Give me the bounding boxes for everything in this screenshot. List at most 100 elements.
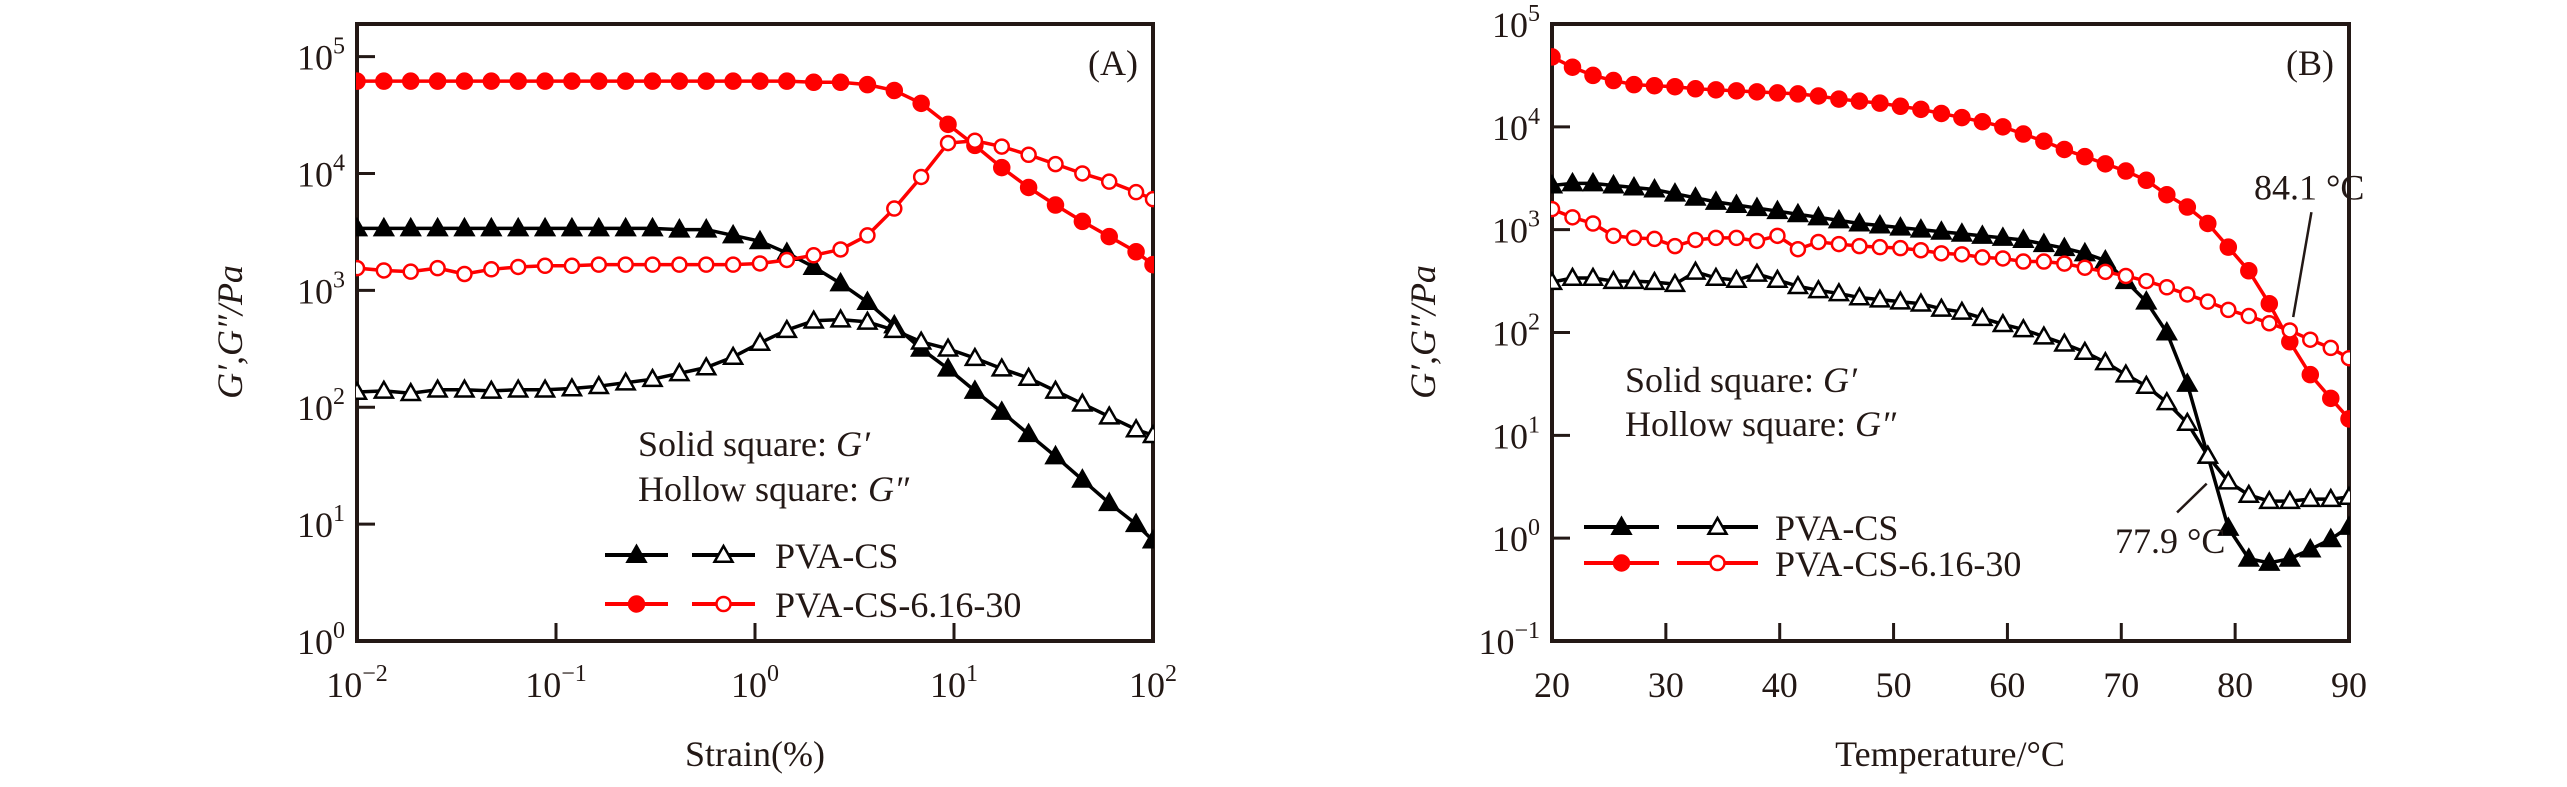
data-point: [429, 259, 446, 277]
data-point: [697, 72, 715, 90]
data-point: [990, 357, 1013, 377]
data-point: [426, 216, 449, 237]
y-tick-label: 102: [1492, 310, 1540, 354]
annotation-label: 77.9 °C: [2115, 521, 2225, 561]
data-point: [832, 241, 849, 258]
data-point: [990, 400, 1013, 420]
data-point: [1848, 211, 1871, 232]
legend-item: PVA-CS: [605, 536, 898, 576]
data-point: [670, 72, 689, 90]
data-point: [1789, 85, 1807, 103]
data-point: [1645, 76, 1664, 95]
data-point: [751, 255, 769, 272]
series-pva-cs-g-: [356, 308, 1154, 444]
data-point: [2138, 272, 2155, 290]
y-tick-label: 104: [297, 150, 345, 194]
data-point: [590, 256, 608, 273]
data-point: [1707, 229, 1725, 247]
plot-frame: [355, 22, 1155, 643]
data-point: [1020, 146, 1037, 164]
x-tick-label: 102: [1129, 661, 1177, 705]
data-point: [1909, 218, 1933, 238]
data-point: [936, 337, 960, 357]
data-point: [563, 72, 581, 90]
data-point: [1728, 229, 1745, 247]
data-point: [1991, 312, 2015, 333]
series-pva-cs-6-16-30-g-: [356, 72, 1154, 274]
data-point: [1046, 196, 1065, 214]
data-point: [1973, 112, 1992, 131]
data-point: [2258, 551, 2281, 571]
data-point: [1786, 274, 1810, 295]
data-point: [2097, 263, 2114, 281]
data-point: [1727, 82, 1746, 100]
data-point: [1827, 281, 1851, 302]
data-point: [1019, 178, 1038, 197]
panel-a-label: (A): [1088, 43, 1138, 83]
data-point: [1807, 205, 1830, 226]
data-point: [1100, 227, 1118, 246]
data-point: [456, 265, 473, 283]
data-point: [536, 72, 554, 90]
series-pva-cs-6-16-30-g-: [1551, 48, 2350, 428]
data-point: [1561, 171, 1584, 192]
data-point: [2176, 411, 2199, 431]
data-point: [2240, 307, 2258, 325]
data-point: [1748, 83, 1766, 101]
data-point: [721, 345, 745, 365]
data-point: [1127, 243, 1145, 261]
data-point: [2199, 214, 2217, 233]
data-point: [428, 72, 447, 90]
data-point: [1551, 173, 1564, 194]
data-point: [587, 374, 610, 395]
panel-b-label: (B): [2286, 43, 2334, 83]
data-point: [1868, 214, 1892, 234]
data-point: [533, 216, 557, 237]
data-point: [2178, 198, 2197, 216]
data-point: [697, 256, 715, 273]
data-point: [1748, 232, 1766, 250]
data-point: [724, 72, 742, 90]
x-tick-label: 101: [930, 661, 978, 705]
data-point: [1809, 87, 1828, 105]
data-point: [1704, 190, 1728, 210]
data-point: [993, 138, 1011, 155]
data-point: [1810, 233, 1827, 251]
y-tick-label: 10−1: [1478, 618, 1540, 662]
data-point: [910, 330, 933, 350]
data-point: [939, 115, 957, 134]
data-point: [2196, 444, 2219, 464]
data-point: [1786, 202, 1810, 223]
data-point: [2055, 140, 2074, 159]
legend-label: PVA-CS-6.16-30: [1775, 544, 2021, 584]
data-point: [2012, 317, 2035, 338]
data-point: [1686, 80, 1705, 98]
data-point: [1684, 186, 1707, 206]
data-point: [1725, 193, 1748, 213]
x-tick-label: 100: [731, 661, 779, 705]
legend-marker-open: [712, 543, 735, 563]
x-tick-label: 60: [1989, 665, 2025, 705]
data-point: [775, 318, 798, 339]
data-point: [2217, 470, 2240, 490]
data-point: [831, 73, 850, 92]
data-point: [1602, 269, 1625, 290]
data-point: [375, 262, 393, 279]
data-point: [1994, 118, 2012, 136]
data-point: [778, 72, 796, 90]
data-point: [2158, 279, 2176, 296]
data-point: [802, 309, 825, 329]
data-point: [1953, 108, 1971, 127]
data-point: [1868, 288, 1892, 308]
data-point: [1124, 417, 1148, 438]
panel-a-strain-sweep: (A) Strain(%) G′,G″/Pa 100 101 102 103 104 10…: [210, 22, 1177, 774]
data-point: [533, 378, 557, 398]
data-point: [1912, 100, 1930, 119]
y-tick-label: 100: [1492, 515, 1540, 559]
data-point: [1871, 238, 1889, 256]
data-point: [802, 255, 825, 275]
data-point: [614, 371, 637, 391]
data-point: [1889, 216, 1912, 236]
data-point: [2299, 487, 2322, 508]
data-point: [1827, 208, 1851, 229]
